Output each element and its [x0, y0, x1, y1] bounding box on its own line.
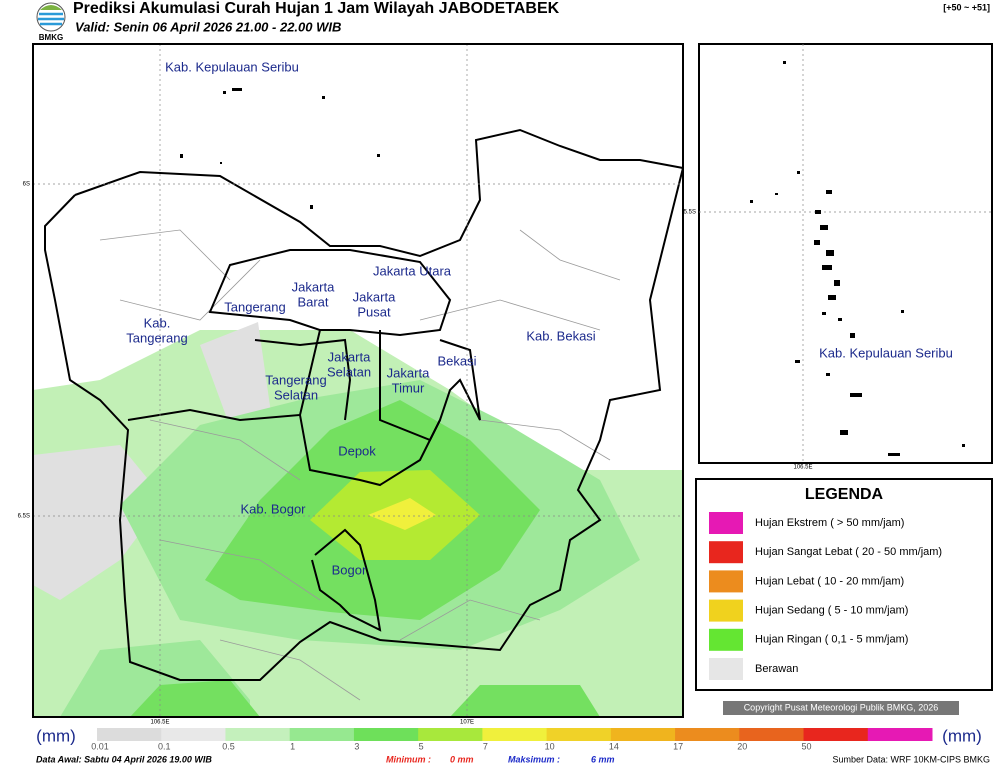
legend-swatch: [709, 512, 743, 534]
lat-label: 5.5S: [684, 210, 696, 216]
legend-swatch: [709, 658, 743, 680]
region-label: Kab. Bogor: [240, 501, 306, 516]
colorbar-unit: (mm): [36, 726, 76, 745]
colorbar-tick: 3: [354, 741, 359, 751]
legend-label: Hujan Sangat Lebat ( 20 - 50 mm/jam): [755, 546, 942, 558]
region-label: Kab. Kepulauan Seribu: [819, 345, 953, 360]
copyright: Copyright Pusat Meteorologi Publik BMKG,…: [744, 702, 939, 712]
colorbar-segment: [739, 728, 805, 741]
legend-label: Hujan Sedang ( 5 - 10 mm/jam): [755, 605, 908, 617]
region-label: Jakarta: [353, 289, 396, 304]
max-label: Maksimum :: [508, 754, 560, 764]
colorbar-tick: 17: [673, 741, 683, 751]
colorbar-segment: [482, 728, 548, 741]
legend-swatch: [709, 599, 743, 622]
legend-label: Hujan Ringan ( 0,1 - 5 mm/jam): [755, 634, 908, 646]
colorbar-tick: 50: [802, 741, 812, 751]
colorbar-tick: 7: [483, 741, 488, 751]
colorbar-segment: [610, 728, 676, 741]
region-label: Depok: [338, 443, 376, 458]
region-label: Jakarta: [387, 365, 430, 380]
source: Sumber Data: WRF 10KM-CIPS BMKG: [832, 754, 990, 764]
logo: [36, 2, 66, 32]
region-label: Bogor: [332, 562, 367, 577]
colorbar-segment: [225, 728, 291, 741]
lat-label: 6S: [23, 182, 30, 188]
colorbar-tick: 1: [290, 741, 295, 751]
copyright-bg: [723, 701, 959, 715]
legend-swatch: [709, 570, 743, 593]
inset-map: [698, 43, 993, 464]
colorbar-segment: [97, 728, 162, 741]
region-label: Tangerang: [126, 330, 187, 345]
colorbar-segment: [675, 728, 740, 741]
region-label: Pusat: [357, 304, 391, 319]
legend-swatch: [709, 628, 743, 651]
legend-label: Berawan: [755, 663, 798, 675]
data-awal: Data Awal: Sabtu 04 April 2026 19.00 WIB: [36, 754, 212, 764]
legend-swatch: [709, 541, 743, 564]
region-label: Selatan: [327, 364, 371, 379]
colorbar-tick: 20: [737, 741, 747, 751]
colorbar-unit: (mm): [942, 726, 982, 745]
region-label: Kab. Bekasi: [526, 328, 595, 343]
main-map: [32, 43, 684, 718]
colorbar-tick: 5: [419, 741, 424, 751]
valid-time: Valid: Senin 06 April 2026 21.00 - 22.00…: [75, 19, 341, 34]
colorbar-segment: [418, 728, 483, 741]
colorbar-tick: 0.1: [158, 741, 171, 751]
title: Prediksi Akumulasi Curah Hujan 1 Jam Wil…: [73, 0, 560, 17]
legend-label: Hujan Ekstrem ( > 50 mm/jam): [755, 517, 904, 529]
region-label: Jakarta Utara: [373, 263, 452, 278]
colorbar-tick: 14: [609, 741, 619, 751]
lon-label: 107E: [460, 720, 474, 726]
colorbar-segment: [546, 728, 612, 741]
colorbar-tick: 10: [545, 741, 555, 751]
colorbar-segment: [867, 728, 933, 741]
min-value: 0 mm: [450, 754, 474, 764]
lon-label: 106.5E: [150, 720, 169, 726]
region-label: Jakarta: [328, 349, 371, 364]
region-label: Timur: [392, 380, 425, 395]
lon-label: 106.5E: [793, 465, 812, 471]
region-label: Barat: [297, 294, 328, 309]
region-label: Kab. Kepulauan Seribu: [165, 59, 299, 74]
colorbar-segment: [289, 728, 355, 741]
region-label: Bekasi: [437, 353, 476, 368]
region-label: Tangerang: [265, 372, 326, 387]
run-code: [+50 ~ +51]: [943, 2, 990, 12]
legend-box: [695, 478, 993, 691]
colorbar-segment: [161, 728, 226, 741]
colorbar-tick: 0.01: [91, 741, 109, 751]
colorbar-segment: [353, 728, 419, 741]
colorbar-tick: 0.5: [222, 741, 235, 751]
logo-text: BMKG: [39, 33, 63, 42]
region-label: Kab.: [144, 315, 171, 330]
colorbar-segment: [803, 728, 869, 741]
min-label: Minimum :: [386, 754, 431, 764]
region-label: Selatan: [274, 387, 318, 402]
region-label: Jakarta: [292, 279, 335, 294]
max-value: 6 mm: [591, 754, 615, 764]
legend-title: LEGENDA: [805, 486, 884, 503]
region-label: Tangerang: [224, 299, 285, 314]
lat-label: 6.5S: [18, 514, 30, 520]
legend-label: Hujan Lebat ( 10 - 20 mm/jam): [755, 575, 904, 587]
